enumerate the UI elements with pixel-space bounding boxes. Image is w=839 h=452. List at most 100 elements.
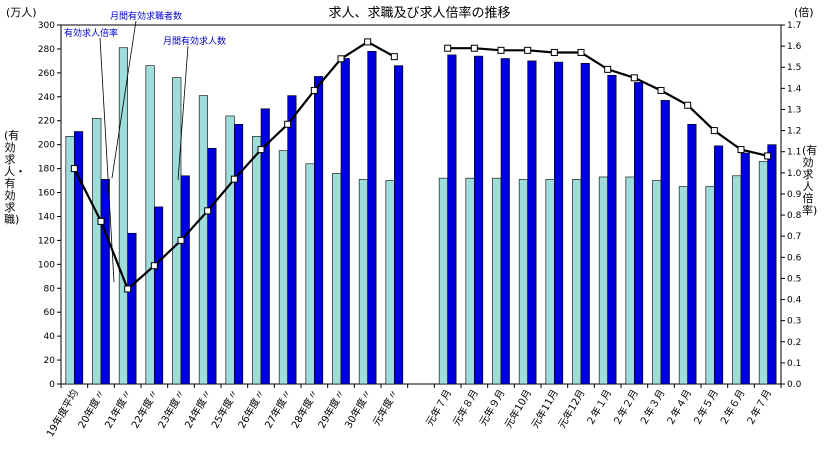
- bar-openings: [74, 131, 84, 385]
- ratio-marker: [444, 44, 452, 52]
- left-tick-label: 120: [38, 236, 55, 246]
- left-tick-label: 140: [38, 212, 55, 222]
- bar-openings: [740, 152, 750, 385]
- bar-seekers: [518, 179, 528, 385]
- x-tick-label: 元年度〃: [370, 387, 401, 428]
- left-tick-label: 60: [44, 308, 56, 318]
- left-tick-label: 0: [49, 380, 55, 390]
- right-tick-label: 1.5: [787, 63, 801, 73]
- bar-seekers: [598, 176, 608, 385]
- left-tick-label: 220: [38, 117, 55, 127]
- bar-openings: [474, 55, 484, 385]
- right-tick-label: 0.9: [787, 190, 802, 200]
- bar-seekers: [332, 173, 342, 385]
- ratio-marker: [604, 65, 612, 73]
- left-tick-label: 80: [44, 284, 56, 294]
- bar-seekers: [145, 65, 155, 385]
- bar-openings: [714, 145, 724, 385]
- ratio-marker: [764, 152, 772, 160]
- bar-seekers: [758, 161, 768, 385]
- bar-openings: [207, 147, 217, 385]
- ratio-marker: [497, 46, 505, 54]
- left-tick-label: 280: [38, 45, 55, 55]
- bar-openings: [634, 82, 644, 385]
- right-tick-label: 1.2: [787, 127, 801, 137]
- x-tick-label: 元年９月: [476, 387, 507, 428]
- bar-seekers: [172, 77, 182, 385]
- right-tick-label: 0.2: [787, 338, 801, 348]
- left-tick-label: 200: [38, 141, 55, 151]
- x-tick-label: 19年度平均: [43, 387, 81, 439]
- ratio-marker: [310, 86, 318, 94]
- x-tick-label: ２年７月: [743, 387, 774, 428]
- bar-openings: [394, 65, 404, 385]
- bar-seekers: [305, 163, 315, 385]
- bar-openings: [580, 62, 590, 385]
- bar-openings: [447, 54, 457, 385]
- right-tick-label: 0.8: [787, 211, 802, 221]
- ratio-marker: [337, 55, 345, 63]
- bar-seekers: [92, 118, 102, 385]
- x-tick-label: ２年６月: [716, 387, 747, 428]
- right-tick-label: 0.0: [787, 380, 802, 390]
- bar-seekers: [252, 135, 262, 385]
- bar-openings: [687, 124, 697, 385]
- bar-seekers: [732, 175, 742, 385]
- bar-openings: [554, 61, 564, 385]
- right-axis-unit: (倍): [794, 6, 814, 19]
- left-tick-label: 180: [38, 165, 55, 175]
- callout-ratio-leader: [99, 37, 115, 283]
- right-tick-label: 0.7: [787, 232, 801, 242]
- ratio-marker: [230, 175, 238, 183]
- bar-seekers: [118, 47, 128, 385]
- ratio-marker: [390, 53, 398, 61]
- right-axis-label: (有効求人倍率): [802, 144, 818, 217]
- bar-seekers: [572, 179, 582, 385]
- bar-seekers: [438, 177, 448, 385]
- callout-openings: 月間有効求人数: [163, 37, 227, 47]
- bar-openings: [260, 108, 270, 385]
- ratio-marker: [684, 101, 692, 109]
- bar-openings: [527, 60, 537, 385]
- x-tick-label: 元年７月: [423, 387, 454, 428]
- ratio-marker: [577, 48, 585, 56]
- ratio-marker: [550, 48, 558, 56]
- bar-openings: [127, 232, 137, 385]
- ratio-marker: [284, 120, 292, 128]
- ratio-marker: [204, 207, 212, 215]
- bar-seekers: [225, 115, 235, 385]
- ratio-marker: [150, 262, 158, 270]
- bar-openings: [340, 58, 350, 385]
- bar-seekers: [652, 180, 662, 385]
- right-tick-label: 1.4: [787, 84, 802, 94]
- ratio-marker: [124, 285, 132, 293]
- ratio-marker: [470, 44, 478, 52]
- bar-openings: [234, 124, 244, 385]
- ratio-marker: [630, 74, 638, 82]
- right-tick-label: 0.1: [787, 359, 801, 369]
- bar-openings: [100, 179, 110, 385]
- bar-seekers: [198, 95, 208, 385]
- left-axis-unit: (万人): [6, 6, 37, 19]
- bar-seekers: [65, 135, 75, 385]
- ratio-marker: [97, 217, 105, 225]
- bar-openings: [287, 95, 297, 385]
- bar-seekers: [625, 176, 635, 385]
- left-tick-label: 20: [44, 356, 56, 366]
- right-tick-label: 1.3: [787, 105, 801, 115]
- right-tick-label: 0.5: [787, 274, 801, 284]
- ratio-marker: [737, 146, 745, 154]
- ratio-marker: [177, 236, 185, 244]
- x-tick-label: ２年５月: [690, 387, 721, 428]
- left-tick-label: 260: [38, 69, 55, 79]
- bar-seekers: [705, 186, 715, 385]
- bar-seekers: [678, 186, 688, 385]
- left-tick-label: 300: [38, 21, 55, 31]
- ratio-marker: [364, 38, 372, 46]
- left-tick-label: 40: [44, 332, 56, 342]
- bar-openings: [154, 206, 164, 385]
- bar-openings: [367, 51, 377, 385]
- left-tick-label: 240: [38, 93, 55, 103]
- bar-openings: [607, 74, 617, 385]
